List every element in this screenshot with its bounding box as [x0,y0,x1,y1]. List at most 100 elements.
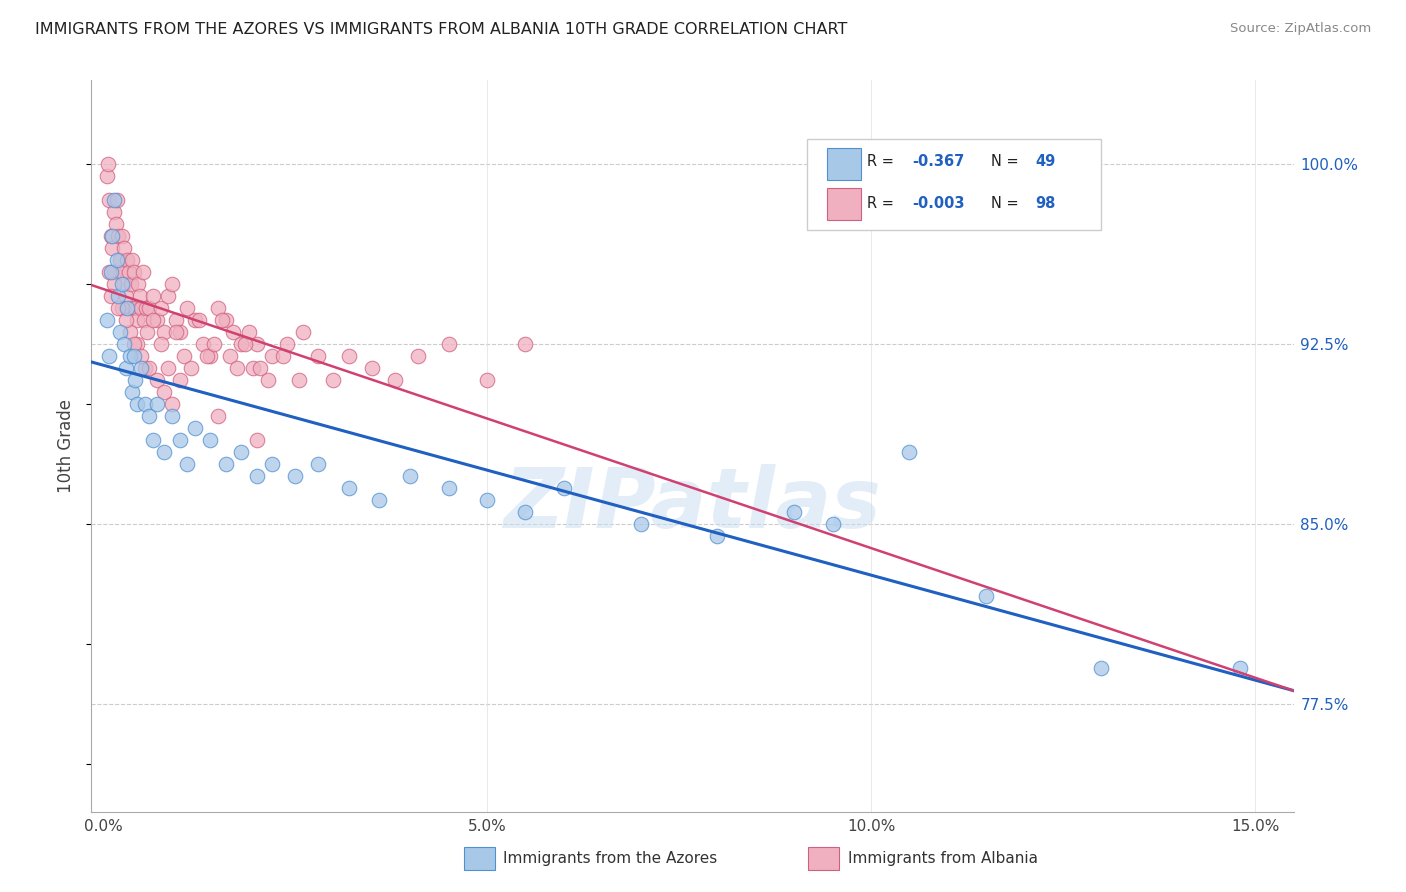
Text: 49: 49 [1035,154,1056,169]
Point [142,313,165,327]
Point [100,229,122,244]
Point [215,457,238,471]
Point [242,361,264,376]
Point [111,277,134,292]
Point [260,349,283,363]
Point [898,445,921,459]
Point [153,325,176,339]
Point [145,373,167,387]
Point [96,313,118,327]
Y-axis label: 10th Grade: 10th Grade [58,399,76,493]
Point [153,445,176,459]
Point [157,361,180,376]
Point [368,492,391,507]
Text: -0.367: -0.367 [912,154,965,169]
Point [127,277,149,292]
Point [138,301,160,315]
Point [127,337,149,351]
Text: Immigrants from the Azores: Immigrants from the Azores [503,851,717,866]
Point [307,457,329,471]
Point [98,193,121,207]
Point [184,313,207,327]
Point [191,337,214,351]
Point [136,325,159,339]
Point [706,529,728,543]
Point [121,385,143,400]
Point [245,433,267,447]
Point [115,289,138,303]
Point [475,373,498,387]
Point [160,397,183,411]
Point [145,397,167,411]
Point [160,277,183,292]
Point [245,337,267,351]
Point [384,373,406,387]
Point [207,409,229,423]
Point [233,337,256,351]
Text: N =: N = [991,196,1022,211]
Point [202,337,225,351]
Text: R =: R = [866,154,898,169]
Point [111,301,134,315]
Point [96,157,118,171]
Point [103,205,125,219]
Point [128,289,150,303]
Point [406,349,429,363]
Point [249,361,271,376]
Point [127,397,149,411]
Point [1229,661,1251,675]
Point [103,277,125,292]
Point [515,337,537,351]
Point [121,253,143,268]
FancyBboxPatch shape [807,139,1101,230]
Point [117,301,139,315]
Text: IMMIGRANTS FROM THE AZORES VS IMMIGRANTS FROM ALBANIA 10TH GRADE CORRELATION CHA: IMMIGRANTS FROM THE AZORES VS IMMIGRANTS… [35,22,848,37]
Point [135,301,157,315]
Point [104,217,127,231]
Point [783,505,806,519]
Text: 98: 98 [1035,196,1056,211]
Point [200,349,222,363]
Point [98,265,121,279]
Point [211,313,233,327]
Point [553,481,575,495]
FancyBboxPatch shape [827,148,860,180]
Point [122,265,145,279]
Point [165,313,187,327]
Point [821,516,844,531]
Point [165,325,187,339]
Point [360,361,382,376]
Point [291,325,314,339]
Point [131,361,153,376]
Point [138,361,160,376]
Point [105,193,128,207]
Point [112,241,135,255]
Point [215,313,238,327]
Point [157,289,180,303]
Point [124,301,146,315]
Point [257,373,280,387]
Point [107,229,129,244]
Point [276,337,298,351]
Point [475,492,498,507]
Point [120,277,142,292]
Point [207,301,229,315]
Point [231,337,253,351]
Point [245,469,267,483]
Point [322,373,344,387]
Point [1090,661,1112,675]
Point [125,313,148,327]
Point [132,265,155,279]
Point [118,349,141,363]
Point [260,457,283,471]
Text: N =: N = [991,154,1022,169]
Point [218,349,240,363]
Point [103,193,125,207]
Point [117,253,139,268]
Point [337,481,360,495]
Point [101,241,124,255]
Point [118,325,141,339]
Point [142,433,165,447]
Point [169,325,191,339]
Text: Immigrants from Albania: Immigrants from Albania [848,851,1038,866]
